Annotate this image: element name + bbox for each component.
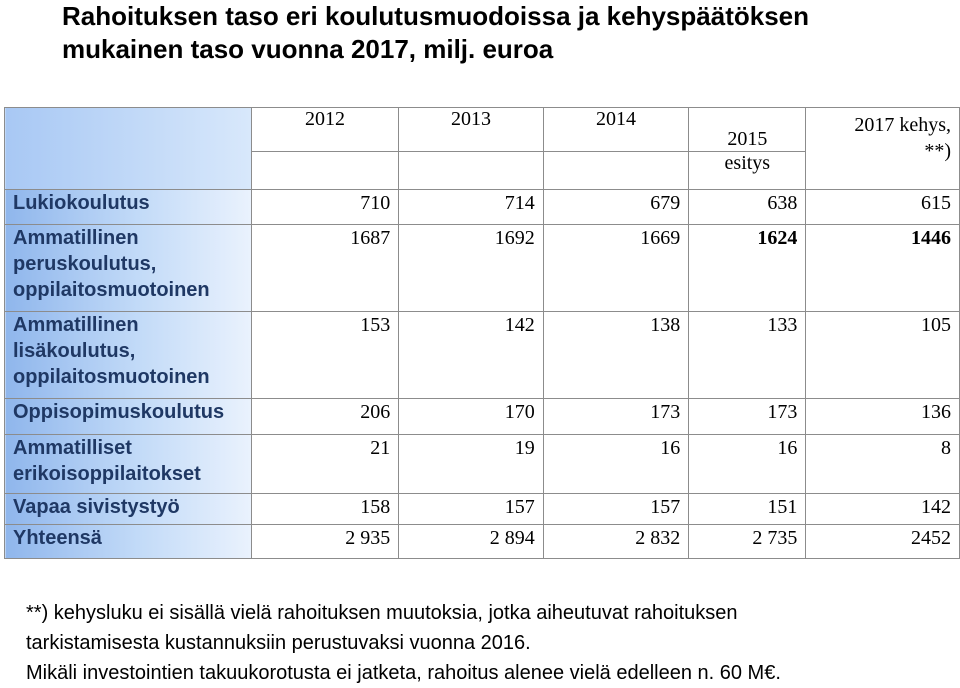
table-cell: 170 bbox=[398, 398, 544, 435]
row-label-line: oppilaitosmuotoinen bbox=[13, 279, 210, 301]
footnote-line: Mikäli investointien takuukorotusta ei j… bbox=[26, 662, 781, 684]
col-header-2015: 2015 bbox=[688, 107, 807, 152]
row-label-vapaa-sivistystyo: Vapaa sivistystyö bbox=[4, 493, 252, 525]
row-label-oppisopimuskoulutus: Oppisopimuskoulutus bbox=[4, 398, 252, 435]
table-cell: 615 bbox=[805, 189, 960, 225]
col-subheader-esitys: esitys bbox=[688, 151, 807, 190]
col-header-2012: 2012 bbox=[250, 107, 400, 152]
table-cell: 2452 bbox=[805, 524, 960, 559]
row-label-line: oppilaitosmuotoinen bbox=[13, 366, 210, 388]
table-cell: 153 bbox=[250, 311, 400, 399]
table-row: Vapaa sivistystyö 158 157 157 151 142 bbox=[4, 493, 960, 525]
header-corner-cell bbox=[4, 107, 252, 190]
row-label-ammatillinen-lisakoulutus: Ammatillinen lisäkoulutus, oppilaitosmuo… bbox=[4, 311, 252, 399]
footnote-line: **) kehysluku ei sisällä vielä rahoituks… bbox=[26, 602, 738, 624]
header-row: 2012 2013 2014 2015 2017 kehys, **) bbox=[4, 107, 960, 190]
funding-table: 2012 2013 2014 2015 2017 kehys, **) esit… bbox=[4, 107, 960, 559]
table-cell: 2 832 bbox=[542, 524, 690, 559]
row-label-line: Ammatillinen bbox=[13, 227, 139, 249]
table-cell: 16 bbox=[688, 434, 807, 494]
row-label-line: erikoisoppilaitokset bbox=[13, 463, 201, 485]
table-cell: 710 bbox=[250, 189, 400, 225]
table-cell: 151 bbox=[688, 493, 807, 525]
table-cell: 158 bbox=[250, 493, 400, 525]
footnote-line: tarkistamisesta kustannuksiin perustuvak… bbox=[26, 632, 531, 654]
table-cell: 105 bbox=[805, 311, 960, 399]
table-cell: 1687 bbox=[250, 224, 400, 312]
table-cell: 21 bbox=[250, 434, 400, 494]
title-line-1: Rahoituksen taso eri koulutusmuodoissa j… bbox=[62, 1, 809, 31]
header-subrow: esitys bbox=[5, 151, 960, 190]
col-header-2013: 2013 bbox=[398, 107, 544, 152]
page-title: Rahoituksen taso eri koulutusmuodoissa j… bbox=[62, 0, 942, 66]
col-header-2017-line1: 2017 kehys, bbox=[854, 114, 951, 136]
row-label-lukiokoulutus: Lukiokoulutus bbox=[4, 189, 252, 225]
table-cell: 173 bbox=[688, 398, 807, 435]
table-cell: 133 bbox=[688, 311, 807, 399]
table-cell: 1692 bbox=[398, 224, 544, 312]
table-row: Ammatilliset erikoisoppilaitokset 21 19 … bbox=[4, 434, 960, 494]
table-cell: 142 bbox=[805, 493, 960, 525]
table-cell: 2 935 bbox=[250, 524, 400, 559]
table-cell: 19 bbox=[398, 434, 544, 494]
table-row-total: Yhteensä 2 935 2 894 2 832 2 735 2452 bbox=[4, 524, 960, 559]
table-cell: 679 bbox=[542, 189, 690, 225]
row-label-yhteensa: Yhteensä bbox=[4, 524, 252, 559]
table-row: Oppisopimuskoulutus 206 170 173 173 136 bbox=[4, 398, 960, 435]
table-cell: 714 bbox=[398, 189, 544, 225]
row-label-line: Ammatillinen bbox=[13, 314, 139, 336]
table-cell: 136 bbox=[805, 398, 960, 435]
table-cell: 638 bbox=[688, 189, 807, 225]
col-header-2014: 2014 bbox=[542, 107, 690, 152]
table-row: Lukiokoulutus 710 714 679 638 615 bbox=[4, 189, 960, 225]
row-label-ammatillinen-peruskoulutus: Ammatillinen peruskoulutus, oppilaitosmu… bbox=[4, 224, 252, 312]
table-cell: 1669 bbox=[542, 224, 690, 312]
row-label-line: Ammatilliset bbox=[13, 437, 132, 459]
row-label-line: lisäkoulutus, bbox=[13, 340, 136, 362]
table-cell: 157 bbox=[542, 493, 690, 525]
table-cell: 2 735 bbox=[688, 524, 807, 559]
table-cell: 2 894 bbox=[398, 524, 544, 559]
table-row: Ammatillinen peruskoulutus, oppilaitosmu… bbox=[4, 224, 960, 312]
table-cell: 1446 bbox=[805, 224, 960, 312]
table-cell: 173 bbox=[542, 398, 690, 435]
table-cell: 206 bbox=[250, 398, 400, 435]
row-label-ammatilliset-erikoisoppilaitokset: Ammatilliset erikoisoppilaitokset bbox=[4, 434, 252, 494]
col-header-2017-kehys: 2017 kehys, **) bbox=[805, 107, 960, 190]
table-cell: 142 bbox=[398, 311, 544, 399]
table-cell: 157 bbox=[398, 493, 544, 525]
table-cell: 8 bbox=[805, 434, 960, 494]
table-cell: 16 bbox=[542, 434, 690, 494]
row-label-line: peruskoulutus, bbox=[13, 253, 157, 275]
col-header-2017-line2: **) bbox=[924, 140, 951, 162]
table-row: Ammatillinen lisäkoulutus, oppilaitosmuo… bbox=[4, 311, 960, 399]
table-cell: 138 bbox=[542, 311, 690, 399]
footnotes: **) kehysluku ei sisällä vielä rahoituks… bbox=[26, 598, 946, 688]
table-cell: 1624 bbox=[688, 224, 807, 312]
title-line-2: mukainen taso vuonna 2017, milj. euroa bbox=[62, 34, 554, 64]
